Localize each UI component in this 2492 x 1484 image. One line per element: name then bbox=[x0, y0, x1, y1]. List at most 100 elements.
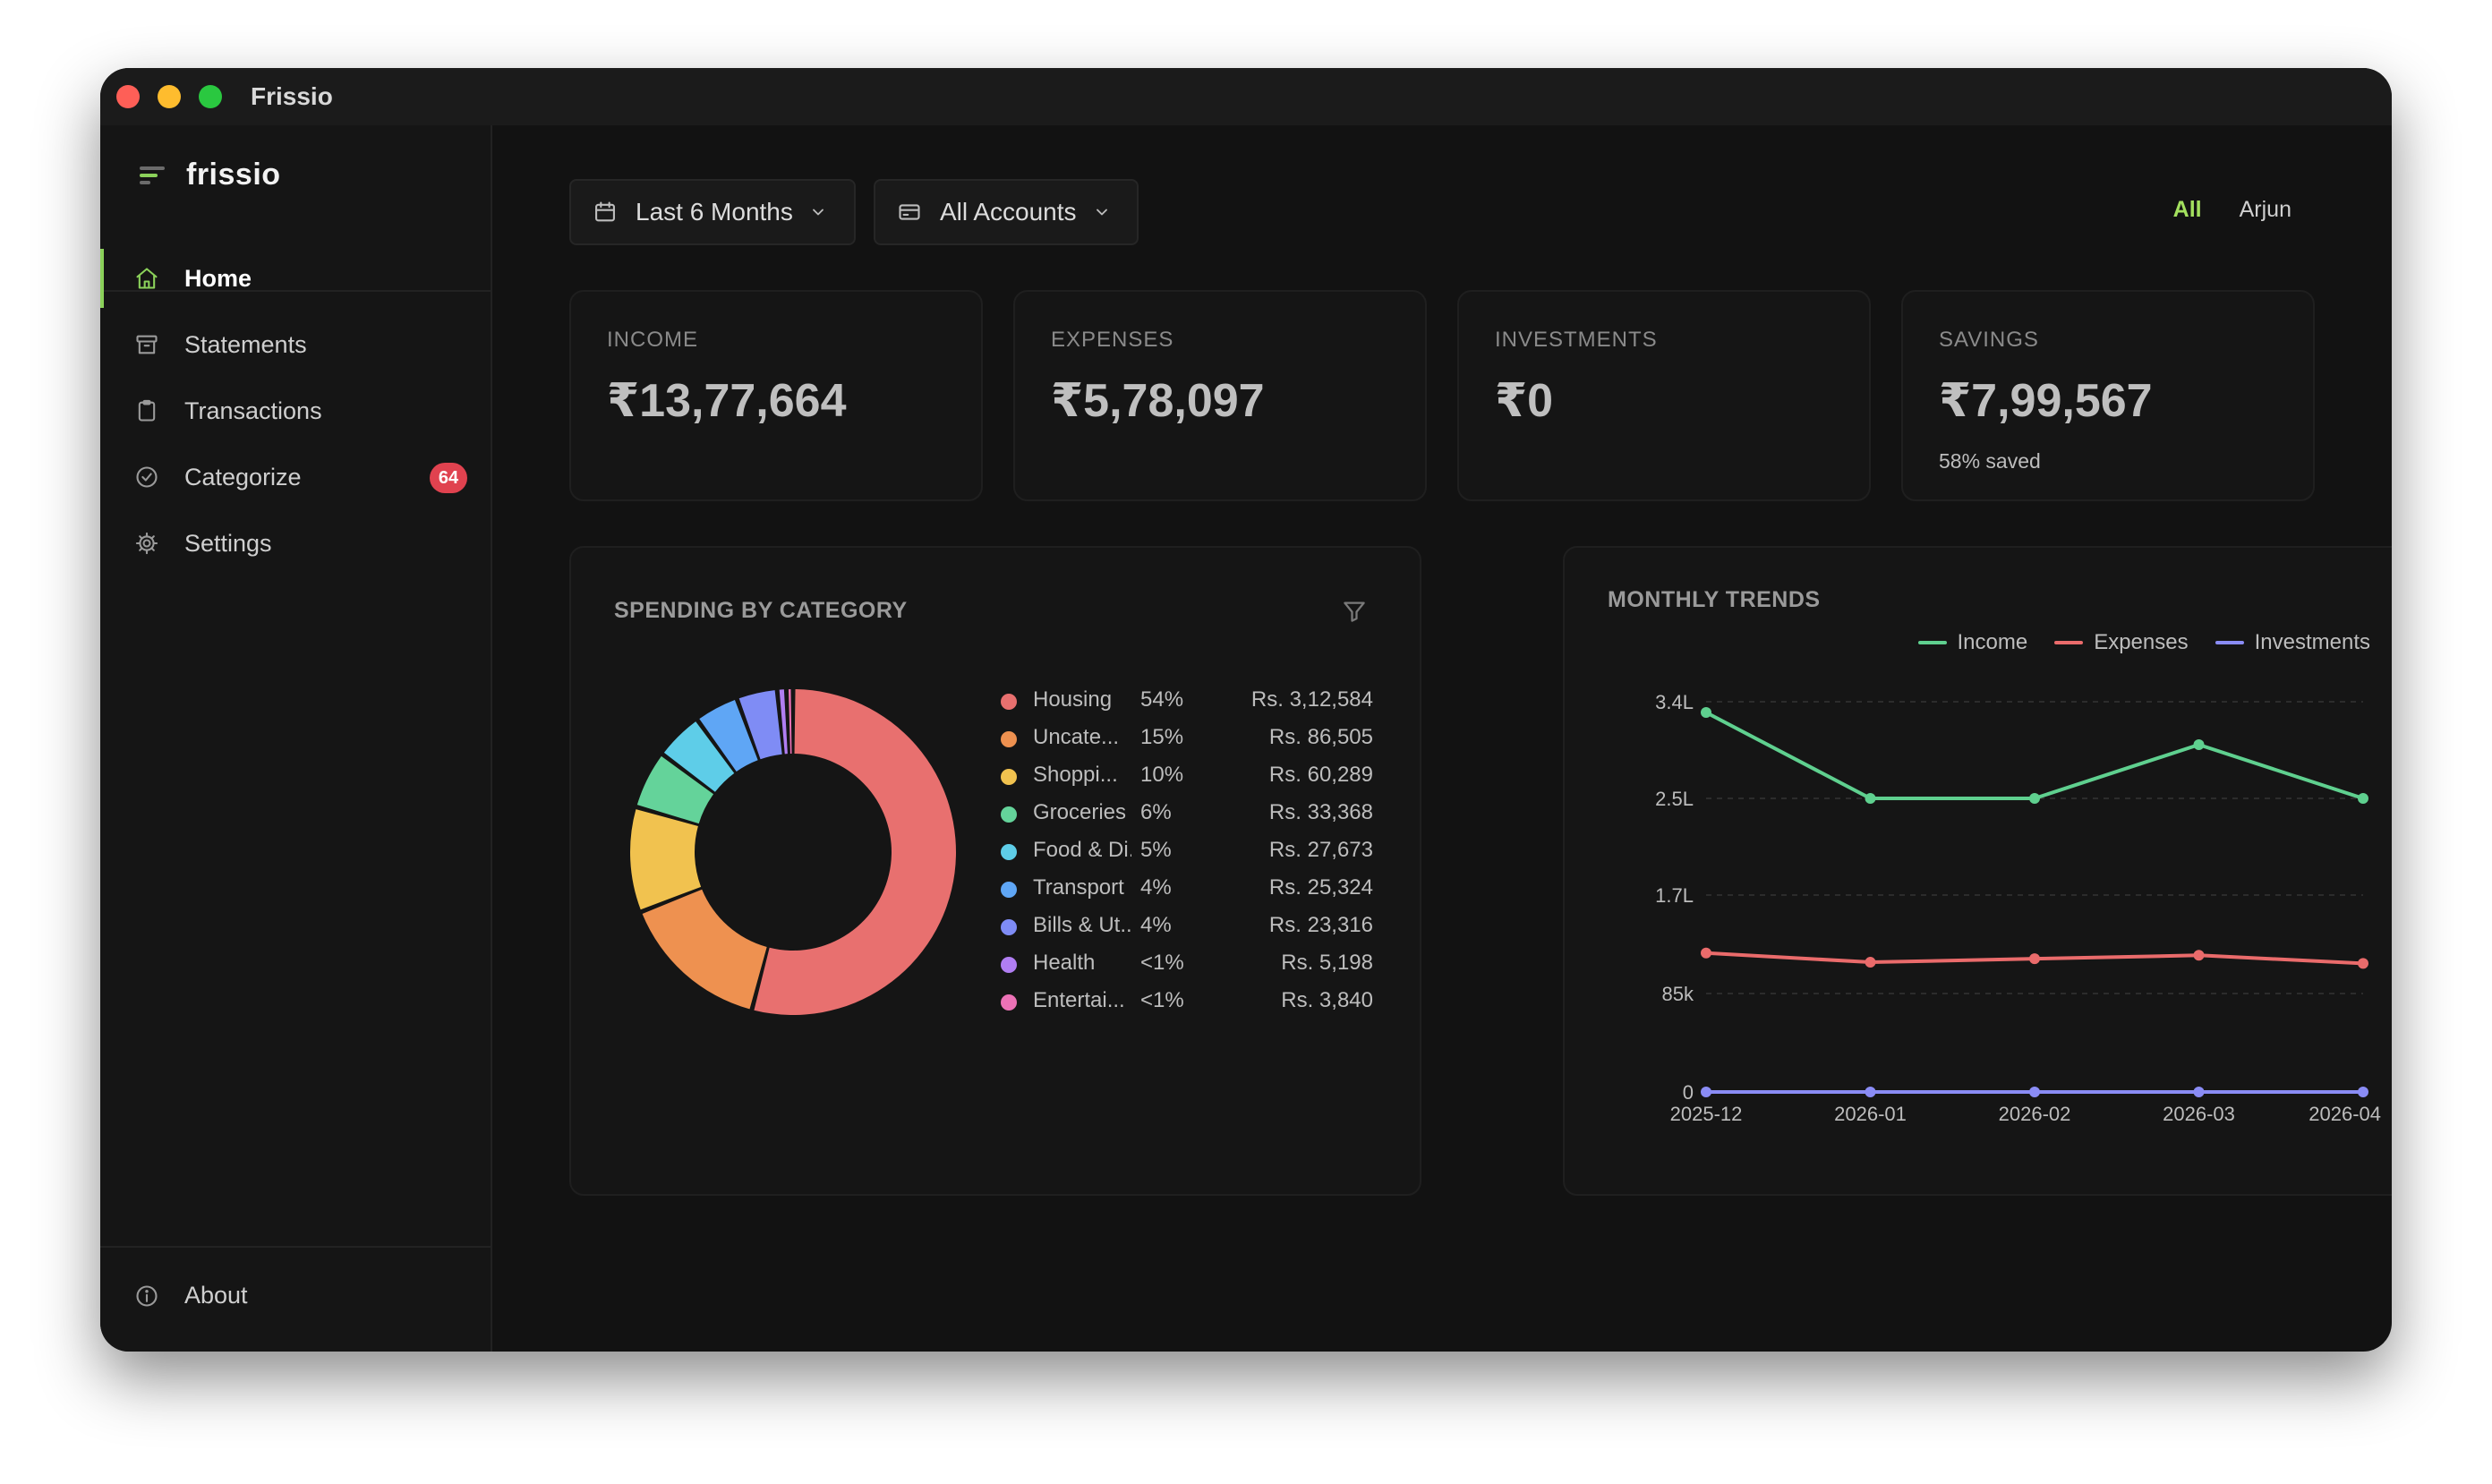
stat-value: ₹5,78,097 bbox=[1051, 375, 1265, 427]
stat-value: ₹7,99,567 bbox=[1939, 375, 2153, 427]
legend-category-percent: 10% bbox=[1140, 763, 1184, 787]
window-title: Frissio bbox=[251, 82, 333, 110]
data-point-expenses[interactable] bbox=[1865, 957, 1876, 968]
categorize-count-badge: 64 bbox=[430, 463, 467, 493]
legend-category-name: Entertai... bbox=[1033, 988, 1125, 1012]
data-point-income[interactable] bbox=[2029, 793, 2040, 804]
sidebar-item-label: Statements bbox=[184, 330, 307, 358]
legend-category-name: Housing bbox=[1033, 687, 1113, 712]
legend-row[interactable]: Food & Di... 5% Rs. 27,673 bbox=[1001, 834, 1395, 872]
legend-category-amount: Rs. 86,505 bbox=[1268, 725, 1373, 749]
legend-row[interactable]: Uncate... 15% Rs. 86,505 bbox=[1001, 721, 1395, 759]
legend-row[interactable]: Entertai... <1% Rs. 3,840 bbox=[1001, 985, 1395, 1022]
info-icon bbox=[134, 1284, 159, 1309]
legend-category-amount: Rs. 60,289 bbox=[1268, 763, 1373, 787]
sidebar-item-label: Transactions bbox=[184, 397, 322, 424]
y-tick-label: 0 bbox=[1683, 1081, 1694, 1104]
stat-value: ₹0 bbox=[1495, 375, 1554, 427]
data-point-investments[interactable] bbox=[2029, 1087, 2040, 1097]
donut-slice-1[interactable] bbox=[642, 889, 767, 1010]
donut-slice-6[interactable] bbox=[738, 690, 782, 760]
legend-row[interactable]: Housing 54% Rs. 3,12,584 bbox=[1001, 684, 1395, 721]
sidebar-item-settings[interactable]: Settings bbox=[100, 510, 491, 576]
legend-item-expenses: Expenses bbox=[2054, 630, 2189, 655]
legend-category-percent: 5% bbox=[1140, 838, 1172, 862]
chevron-down-icon bbox=[1096, 209, 1107, 216]
sidebar: frissio Home Statements Transactions bbox=[100, 125, 492, 1352]
data-point-income[interactable] bbox=[2358, 793, 2368, 804]
data-point-expenses[interactable] bbox=[2029, 953, 2040, 965]
legend-row[interactable]: Transport 4% Rs. 25,324 bbox=[1001, 872, 1395, 909]
person-tab-all[interactable]: All bbox=[2172, 197, 2202, 222]
sidebar-item-label: Home bbox=[184, 264, 252, 292]
close-window-button[interactable] bbox=[116, 85, 140, 108]
legend-row[interactable]: Shoppi... 10% Rs. 60,289 bbox=[1001, 759, 1395, 797]
legend-label: Investments bbox=[2254, 630, 2370, 654]
app-window: Frissio frissio Home Statements bbox=[100, 68, 2392, 1352]
minimize-window-button[interactable] bbox=[158, 85, 181, 108]
sidebar-item-about[interactable]: About bbox=[134, 1282, 248, 1309]
legend-category-percent: <1% bbox=[1140, 988, 1184, 1012]
legend-category-amount: Rs. 5,198 bbox=[1281, 951, 1373, 975]
legend-category-name: Food & Di... bbox=[1033, 838, 1131, 862]
chevron-down-icon bbox=[812, 209, 824, 216]
data-point-expenses[interactable] bbox=[2358, 958, 2368, 969]
sidebar-item-statements[interactable]: Statements bbox=[100, 311, 491, 378]
spending-legend: Housing 54% Rs. 3,12,584 Uncate... 15% Rs. 86… bbox=[1001, 684, 1395, 1022]
filter-icon[interactable] bbox=[1341, 598, 1368, 625]
legend-category-amount: Rs. 3,12,584 bbox=[1250, 687, 1373, 712]
series-line-income bbox=[1705, 711, 2364, 800]
brand-logo-icon bbox=[140, 163, 166, 188]
brand-name: frissio bbox=[186, 158, 281, 192]
x-tick-label: 2025-12 bbox=[1670, 1103, 1743, 1125]
sidebar-nav: Home Statements Transactions Categorize bbox=[100, 245, 491, 576]
person-tab-arjun[interactable]: Arjun bbox=[2239, 197, 2291, 222]
donut-slice-5[interactable] bbox=[699, 700, 758, 772]
data-point-income[interactable] bbox=[1865, 793, 1876, 804]
y-tick-label: 2.5L bbox=[1655, 788, 1694, 810]
period-dropdown[interactable]: Last 6 Months bbox=[569, 179, 856, 245]
legend-category-name: Uncate... bbox=[1033, 725, 1120, 749]
donut-slice-0[interactable] bbox=[754, 689, 956, 1015]
data-point-income[interactable] bbox=[2193, 739, 2205, 750]
legend-category-amount: Rs. 3,840 bbox=[1281, 988, 1373, 1012]
sidebar-item-categorize[interactable]: Categorize 64 bbox=[100, 444, 491, 510]
legend-item-investments: Investments bbox=[2215, 630, 2370, 655]
legend-category-percent: 6% bbox=[1140, 800, 1172, 824]
income-card: INCOME ₹13,77,664 bbox=[569, 290, 983, 501]
gear-icon bbox=[134, 531, 159, 556]
data-point-expenses[interactable] bbox=[1701, 947, 1711, 959]
legend-category-amount: Rs. 33,368 bbox=[1268, 800, 1373, 824]
data-point-income[interactable] bbox=[1701, 707, 1711, 718]
calendar-icon bbox=[595, 201, 615, 222]
legend-row[interactable]: Groceries 6% Rs. 33,368 bbox=[1001, 797, 1395, 834]
donut-slice-8[interactable] bbox=[788, 689, 792, 755]
savings-rate: 58% saved bbox=[1939, 449, 2041, 473]
legend-label: Income bbox=[1957, 630, 2028, 654]
accounts-dropdown[interactable]: All Accounts bbox=[874, 179, 1139, 245]
zoom-window-button[interactable] bbox=[199, 85, 222, 108]
sidebar-footer: About bbox=[100, 1246, 491, 1352]
stat-label: SAVINGS bbox=[1939, 328, 2039, 352]
spending-by-category-panel: SPENDING BY CATEGORY Housing 54% Rs. 3,12,… bbox=[569, 546, 1421, 1196]
archive-icon bbox=[134, 332, 159, 357]
legend-category-percent: 15% bbox=[1140, 725, 1184, 749]
sidebar-item-home[interactable]: Home bbox=[100, 245, 491, 311]
clipboard-icon bbox=[134, 398, 159, 423]
donut-slice-7[interactable] bbox=[779, 689, 788, 755]
data-point-investments[interactable] bbox=[2193, 1087, 2205, 1097]
data-point-investments[interactable] bbox=[1865, 1087, 1876, 1097]
legend-category-amount: Rs. 25,324 bbox=[1268, 875, 1373, 900]
legend-row[interactable]: Bills & Ut... 4% Rs. 23,316 bbox=[1001, 909, 1395, 947]
donut-slice-2[interactable] bbox=[630, 809, 702, 910]
legend-row[interactable]: Health <1% Rs. 5,198 bbox=[1001, 947, 1395, 985]
savings-card: SAVINGS ₹7,99,567 58% saved bbox=[1901, 290, 2315, 501]
data-point-expenses[interactable] bbox=[2193, 950, 2205, 961]
data-point-investments[interactable] bbox=[2358, 1087, 2368, 1097]
credit-card-icon bbox=[899, 204, 920, 220]
legend-color-dot bbox=[1001, 769, 1017, 785]
donut-slice-4[interactable] bbox=[663, 721, 735, 792]
data-point-investments[interactable] bbox=[1701, 1087, 1711, 1097]
sidebar-item-transactions[interactable]: Transactions bbox=[100, 378, 491, 444]
donut-slice-3[interactable] bbox=[636, 755, 714, 824]
